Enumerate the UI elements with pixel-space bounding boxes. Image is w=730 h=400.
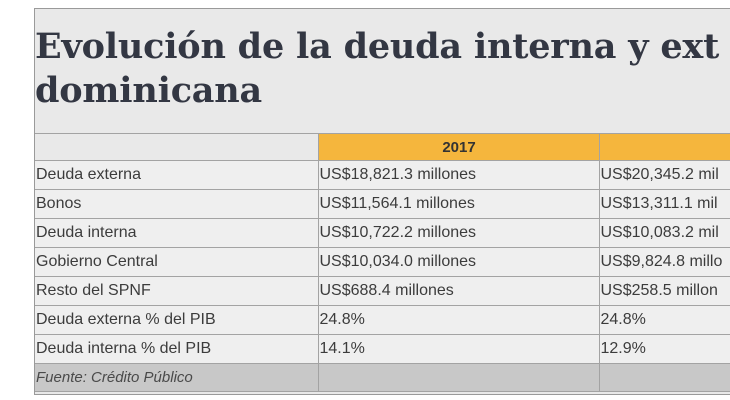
header-year-next: 20 — [598, 133, 730, 161]
table-header-row: 2017 20 — [35, 133, 730, 161]
cell-2017: US$10,034.0 millones — [317, 247, 600, 277]
cell-2017: 14.1% — [317, 334, 600, 364]
table-card: Evolución de la deuda interna y ext domi… — [34, 8, 730, 395]
row-label: Bonos — [35, 189, 319, 219]
cell-2017: US$10,722.2 millones — [317, 218, 600, 248]
cell-next-year: US$258.5 millon — [598, 276, 730, 306]
table-row: Deuda externa US$18,821.3 millones US$20… — [35, 160, 730, 190]
cell-next-year: 24.8% — [598, 305, 730, 335]
cell-next-year: US$9,824.8 millo — [598, 247, 730, 277]
table-row: Resto del SPNF US$688.4 millones US$258.… — [35, 276, 730, 306]
title-line-1: Evolución de la deuda interna y ext — [35, 26, 720, 67]
page-title: Evolución de la deuda interna y ext domi… — [35, 25, 730, 113]
cell-next-year: 12.9% — [598, 334, 730, 364]
row-label: Deuda externa — [35, 160, 319, 190]
table-row: Bonos US$11,564.1 millones US$13,311.1 m… — [35, 189, 730, 219]
header-year-2017: 2017 — [317, 133, 600, 161]
row-label: Resto del SPNF — [35, 276, 319, 306]
row-label: Gobierno Central — [35, 247, 319, 277]
cell-next-year: US$10,083.2 mil — [598, 218, 730, 248]
title-line-2: dominicana — [35, 70, 263, 111]
table-footer-row: Fuente: Crédito Público — [35, 363, 730, 392]
source-note: Fuente: Crédito Público — [35, 363, 319, 392]
footer-empty-cell — [317, 363, 600, 392]
row-label: Deuda interna % del PIB — [35, 334, 319, 364]
cell-2017: 24.8% — [317, 305, 600, 335]
cell-2017: US$18,821.3 millones — [317, 160, 600, 190]
table-row: Deuda externa % del PIB 24.8% 24.8% — [35, 305, 730, 335]
table-row: Deuda interna % del PIB 14.1% 12.9% — [35, 334, 730, 364]
cell-next-year: US$20,345.2 mil — [598, 160, 730, 190]
row-label: Deuda interna — [35, 218, 319, 248]
table-row: Gobierno Central US$10,034.0 millones US… — [35, 247, 730, 277]
row-label: Deuda externa % del PIB — [35, 305, 319, 335]
cell-2017: US$688.4 millones — [317, 276, 600, 306]
cell-2017: US$11,564.1 millones — [317, 189, 600, 219]
header-blank-cell — [35, 133, 319, 161]
footer-empty-cell — [598, 363, 730, 392]
table-row: Deuda interna US$10,722.2 millones US$10… — [35, 218, 730, 248]
debt-table: 2017 20 Deuda externa US$18,821.3 millon… — [35, 133, 730, 392]
cell-next-year: US$13,311.1 mil — [598, 189, 730, 219]
